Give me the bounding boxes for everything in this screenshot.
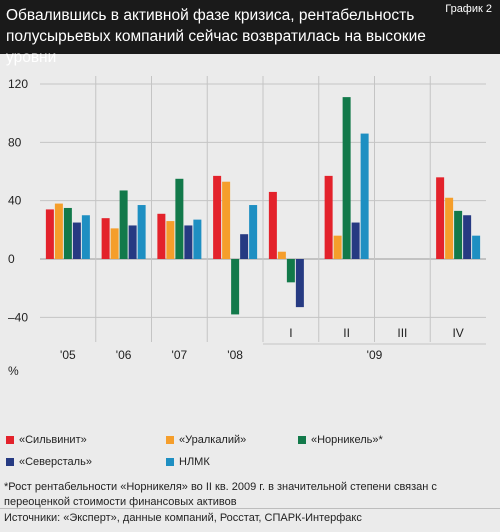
legend-item: «Сильвинит» — [6, 434, 87, 446]
x-tick-label: IV — [452, 326, 463, 340]
bar — [231, 259, 240, 315]
legend-item: «Северсталь» — [6, 456, 92, 468]
bar — [295, 259, 304, 308]
legend-swatch — [166, 436, 174, 444]
x-tick-label: I — [289, 326, 292, 340]
bar — [472, 235, 481, 259]
x-group-label: '09 — [367, 348, 383, 362]
bar — [54, 203, 63, 259]
bar — [222, 181, 231, 259]
bar — [110, 228, 119, 259]
x-tick-label: '07 — [172, 348, 188, 362]
legend-label: «Северсталь» — [19, 456, 92, 468]
legend-label: «Сильвинит» — [19, 434, 87, 446]
bar — [157, 213, 166, 259]
y-tick-label: 80 — [8, 135, 22, 149]
bar — [249, 205, 258, 259]
legend-label: «Норникель»* — [311, 434, 383, 446]
legend-swatch — [166, 458, 174, 466]
bar — [360, 133, 369, 259]
bar — [166, 221, 175, 259]
bar — [101, 218, 110, 259]
bar — [128, 225, 137, 259]
bar — [342, 97, 351, 259]
legend-swatch — [298, 436, 306, 444]
bar — [324, 175, 333, 259]
legend-label: «Уралкалий» — [179, 434, 247, 446]
chart-header: Обвалившись в активной фазе кризиса, рен… — [0, 0, 500, 66]
bar — [240, 234, 249, 259]
bar — [445, 197, 454, 259]
bar — [436, 177, 445, 259]
legend-item: НЛМК — [166, 456, 210, 468]
x-tick-label: III — [397, 326, 407, 340]
legend-swatch — [6, 458, 14, 466]
chart-legend: «Сильвинит» «Уралкалий» «Норникель»* «Север… — [0, 424, 500, 474]
legend-item: «Уралкалий» — [166, 434, 246, 446]
bar — [72, 222, 81, 259]
bar — [277, 251, 286, 259]
bar — [137, 205, 146, 259]
y-axis-unit: % — [8, 364, 19, 378]
bar — [286, 259, 295, 283]
bar — [333, 235, 342, 259]
x-tick-label: '05 — [60, 348, 76, 362]
y-tick-label: 40 — [8, 194, 22, 208]
bar — [175, 178, 184, 259]
sources-divider — [0, 508, 500, 509]
footnote: *Рост рентабельности «Норникеля» во II к… — [4, 481, 437, 508]
legend-label: НЛМК — [179, 456, 210, 468]
bar — [81, 215, 90, 259]
chart-tag: График 2 — [445, 3, 492, 15]
bar — [454, 210, 463, 259]
sources: Источники: «Эксперт», данные компаний, Р… — [4, 512, 362, 524]
bar — [184, 225, 193, 259]
y-tick-label: 120 — [8, 77, 28, 91]
x-tick-label: '06 — [116, 348, 132, 362]
bar — [45, 209, 54, 259]
legend-swatch — [6, 436, 14, 444]
legend-item: «Норникель»* — [298, 434, 383, 446]
bar — [351, 222, 360, 259]
bar — [213, 175, 222, 259]
chart-title: Обвалившись в активной фазе кризиса, рен… — [6, 7, 426, 66]
bar — [193, 219, 202, 259]
x-tick-label: '08 — [227, 348, 243, 362]
bar — [63, 207, 72, 259]
x-tick-label: II — [343, 326, 350, 340]
bar — [119, 190, 128, 259]
y-tick-label: –40 — [8, 310, 28, 324]
y-tick-label: 0 — [8, 252, 15, 266]
bar — [463, 215, 472, 259]
bar — [268, 191, 277, 259]
